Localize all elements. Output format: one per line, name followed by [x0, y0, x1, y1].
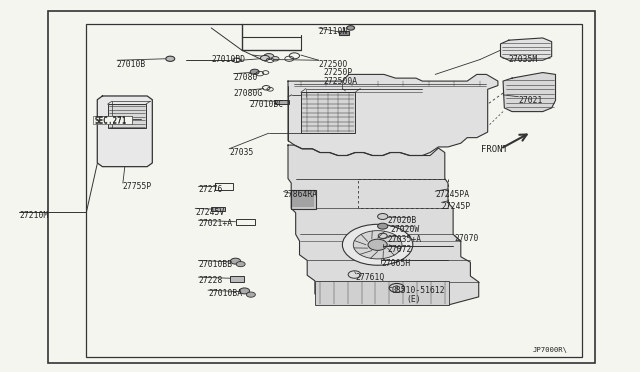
Text: 27021+A: 27021+A	[198, 219, 232, 228]
Circle shape	[250, 69, 259, 74]
Text: 08510-51612: 08510-51612	[392, 286, 445, 295]
Circle shape	[230, 258, 241, 264]
Text: 27761Q: 27761Q	[356, 273, 385, 282]
Text: JP7000R\: JP7000R\	[532, 347, 568, 353]
Circle shape	[264, 54, 274, 60]
Bar	[211, 207, 225, 211]
Circle shape	[342, 224, 413, 265]
Text: 27245PA: 27245PA	[435, 190, 469, 199]
Text: 27010BD: 27010BD	[211, 55, 245, 64]
Bar	[108, 104, 146, 128]
Text: 27010BA: 27010BA	[208, 289, 242, 298]
Circle shape	[378, 223, 388, 229]
Text: 272500A: 272500A	[324, 77, 358, 86]
Text: 27072: 27072	[387, 245, 412, 254]
Circle shape	[239, 288, 250, 294]
Text: FRONT: FRONT	[481, 145, 508, 154]
Circle shape	[347, 26, 355, 30]
Text: 27035: 27035	[229, 148, 253, 157]
Text: 27755P: 27755P	[123, 182, 152, 191]
Text: 27070: 27070	[454, 234, 479, 243]
Text: 27080G: 27080G	[234, 89, 263, 98]
Text: 27080: 27080	[234, 73, 258, 82]
Bar	[215, 183, 233, 190]
Bar	[236, 219, 255, 225]
Circle shape	[260, 55, 269, 61]
Circle shape	[246, 292, 255, 297]
Text: 27864RA: 27864RA	[284, 190, 317, 199]
Text: SEC.271: SEC.271	[95, 117, 127, 126]
Bar	[275, 100, 289, 104]
Bar	[291, 190, 316, 209]
Text: 27250O: 27250O	[319, 60, 348, 68]
Text: 27210M: 27210M	[19, 211, 49, 220]
Bar	[93, 116, 132, 124]
Text: 27010B: 27010B	[116, 60, 146, 68]
Bar	[339, 31, 349, 35]
Polygon shape	[503, 73, 556, 112]
Circle shape	[368, 239, 387, 250]
Text: 27035M: 27035M	[509, 55, 538, 64]
Polygon shape	[500, 38, 552, 60]
Text: 27065H: 27065H	[381, 259, 411, 268]
Text: 27245P: 27245P	[442, 202, 471, 211]
Text: 27020B: 27020B	[387, 216, 417, 225]
Polygon shape	[288, 145, 479, 305]
Bar	[95, 116, 132, 123]
Circle shape	[353, 231, 402, 259]
Polygon shape	[97, 96, 152, 167]
Text: 27250P: 27250P	[324, 68, 353, 77]
Polygon shape	[288, 74, 498, 155]
Text: 27035+A: 27035+A	[387, 235, 421, 244]
Text: 27021: 27021	[518, 96, 543, 105]
Circle shape	[236, 262, 245, 267]
Text: S: S	[395, 285, 399, 291]
Circle shape	[166, 56, 175, 61]
Text: 27020W: 27020W	[390, 225, 420, 234]
Text: 27228: 27228	[198, 276, 223, 285]
Bar	[86, 24, 582, 357]
Bar	[48, 11, 595, 363]
Circle shape	[271, 57, 279, 61]
Bar	[230, 276, 244, 282]
Bar	[301, 92, 355, 133]
Text: 27010BB: 27010BB	[198, 260, 232, 269]
Text: 27276: 27276	[198, 185, 223, 194]
Text: 27110N: 27110N	[319, 27, 348, 36]
Text: SEC.271: SEC.271	[95, 116, 127, 125]
Text: (E): (E)	[406, 295, 421, 304]
Bar	[315, 281, 449, 305]
Circle shape	[378, 214, 388, 219]
Text: 27245V: 27245V	[195, 208, 225, 217]
Text: 27010BC: 27010BC	[250, 100, 284, 109]
